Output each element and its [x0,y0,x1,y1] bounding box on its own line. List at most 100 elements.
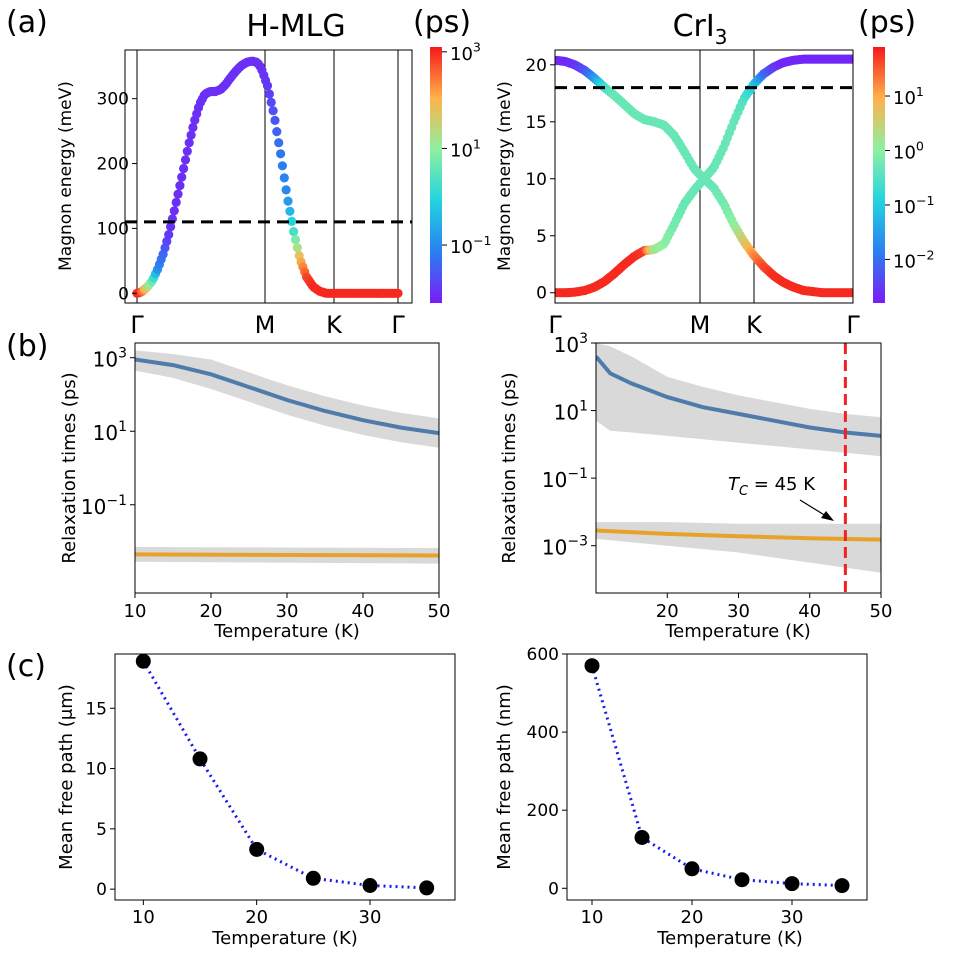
band-point-1 [277,161,287,171]
uncertainty-band-blue [596,343,881,457]
band-point-1 [180,155,191,165]
chart-a-left: 0 100 200 300 Γ M K Γ Magnon energy (meV) 103 1… [56,40,491,339]
mfp-line [142,660,427,890]
mfp-point [684,861,700,877]
chart-a-right: 0 5 10 15 20 Γ M K Γ Magnon energy (meV) 101 100… [495,47,934,339]
mfp-point [192,751,208,767]
band-point-1 [166,222,176,232]
band-point-1 [272,127,282,137]
y-axis-label: Mean free path (nm) [494,684,515,870]
band-point-1 [262,81,273,91]
x-axis-label: Temperature (K) [213,621,360,642]
x-tick-label: 20 [681,907,704,928]
x-tick-label: 30 [276,601,299,622]
colorbar-unit-left: (ps) [413,5,471,40]
y-axis-label: Magnon energy (meV) [495,81,515,271]
y-tick-label: 5 [536,227,547,247]
y-tick-label: 10−1 [81,493,127,519]
y-tick-label: 400 [527,723,559,743]
x-tick-label: 40 [352,601,375,622]
y-axis-label: Mean free path (μm) [56,684,77,870]
y-tick-label: 0 [96,880,107,900]
colorbar-tick-label: 103 [450,40,481,65]
panel-label-c: (c) [6,649,46,684]
band-point-2 [848,54,853,64]
band-point-1 [179,163,189,174]
y-tick-label: 103 [93,346,127,372]
chart-c-right: 0 200 400 600 10 20 30 Temperature (K) Mean f… [494,645,868,949]
colorbar-tick-label: 10−1 [893,193,934,218]
x-tick-label: 20 [245,907,268,928]
y-tick-label: 200 [97,155,129,175]
x-tick-label: Γ [548,311,562,339]
series-line-blue [135,357,439,436]
panel-label-a: (a) [6,5,48,40]
band-point-1 [264,89,274,99]
x-tick-label: K [326,311,343,339]
y-tick-label: 103 [554,331,588,357]
x-axis-label: Temperature (K) [656,928,803,949]
x-tick-label: M [255,311,276,339]
y-tick-label: 0 [118,284,129,304]
x-tick-label: 50 [870,601,893,622]
x-tick-label: Γ [130,311,144,339]
mfp-point [305,870,321,886]
y-tick-label: 100 [97,219,129,239]
band-point-1 [266,97,276,107]
y-tick-label: 10−1 [542,466,588,492]
y-tick-label: 15 [525,113,547,133]
band-point-1 [289,227,299,237]
band-point-1 [186,130,196,140]
tc-annotation: TC = 45 K [728,474,816,499]
y-tick-label: 10−3 [542,534,588,560]
y-tick-label: 0 [536,284,547,304]
colorbar [430,47,442,303]
y-tick-label: 5 [96,820,107,840]
chart-title-hmlg: H-MLG [246,9,345,44]
colorbar-unit-right: (ps) [858,5,916,40]
mfp-point [784,876,800,892]
band-point-1 [171,197,181,207]
x-tick-label: 10 [124,601,147,622]
mfp-point [249,841,265,857]
band-point-1 [184,138,194,148]
band-point-1 [188,122,198,133]
x-tick-label: 30 [727,601,750,622]
mfp-point [734,872,750,888]
x-tick-label: 20 [200,601,223,622]
uncertainty-band-orange [596,522,881,573]
chart-c-left: 0 5 10 15 10 20 30 Temperature (K) Mean free … [56,653,456,949]
y-tick-label: 20 [525,56,547,76]
panel-label-b: (b) [6,329,48,364]
band-point-1 [175,181,185,191]
band-point-1 [287,216,297,226]
band-point-1 [268,106,278,116]
series-line-orange [596,528,881,542]
series-line-blue [596,355,881,438]
band-point-1 [182,146,192,156]
colorbar-tick-label: 100 [893,138,924,163]
x-tick-label: M [690,311,711,339]
band-point-1 [169,206,179,216]
y-tick-label: 200 [527,801,559,821]
x-tick-label: 50 [428,601,451,622]
mfp-point [135,653,151,669]
y-tick-label: 15 [85,699,107,719]
band-point-1 [164,230,174,240]
plot-frame [554,49,854,304]
x-tick-label: 40 [798,601,821,622]
plot-frame [114,653,456,901]
x-tick-label: 10 [132,907,155,928]
band-point-1 [393,288,403,298]
y-tick-label: 10 [85,760,107,780]
y-axis-label: Relaxation times (ps) [59,372,80,563]
band-point-1 [290,235,301,245]
y-tick-label: 101 [93,419,127,445]
tc-annotation-arrow [799,499,827,517]
colorbar-tick-label: 101 [450,136,481,161]
x-axis-label: Temperature (K) [211,928,358,949]
mfp-point [834,878,850,894]
y-axis-label: Relaxation times (ps) [499,372,520,563]
mfp-line [590,665,843,888]
band-point-1 [279,173,289,183]
